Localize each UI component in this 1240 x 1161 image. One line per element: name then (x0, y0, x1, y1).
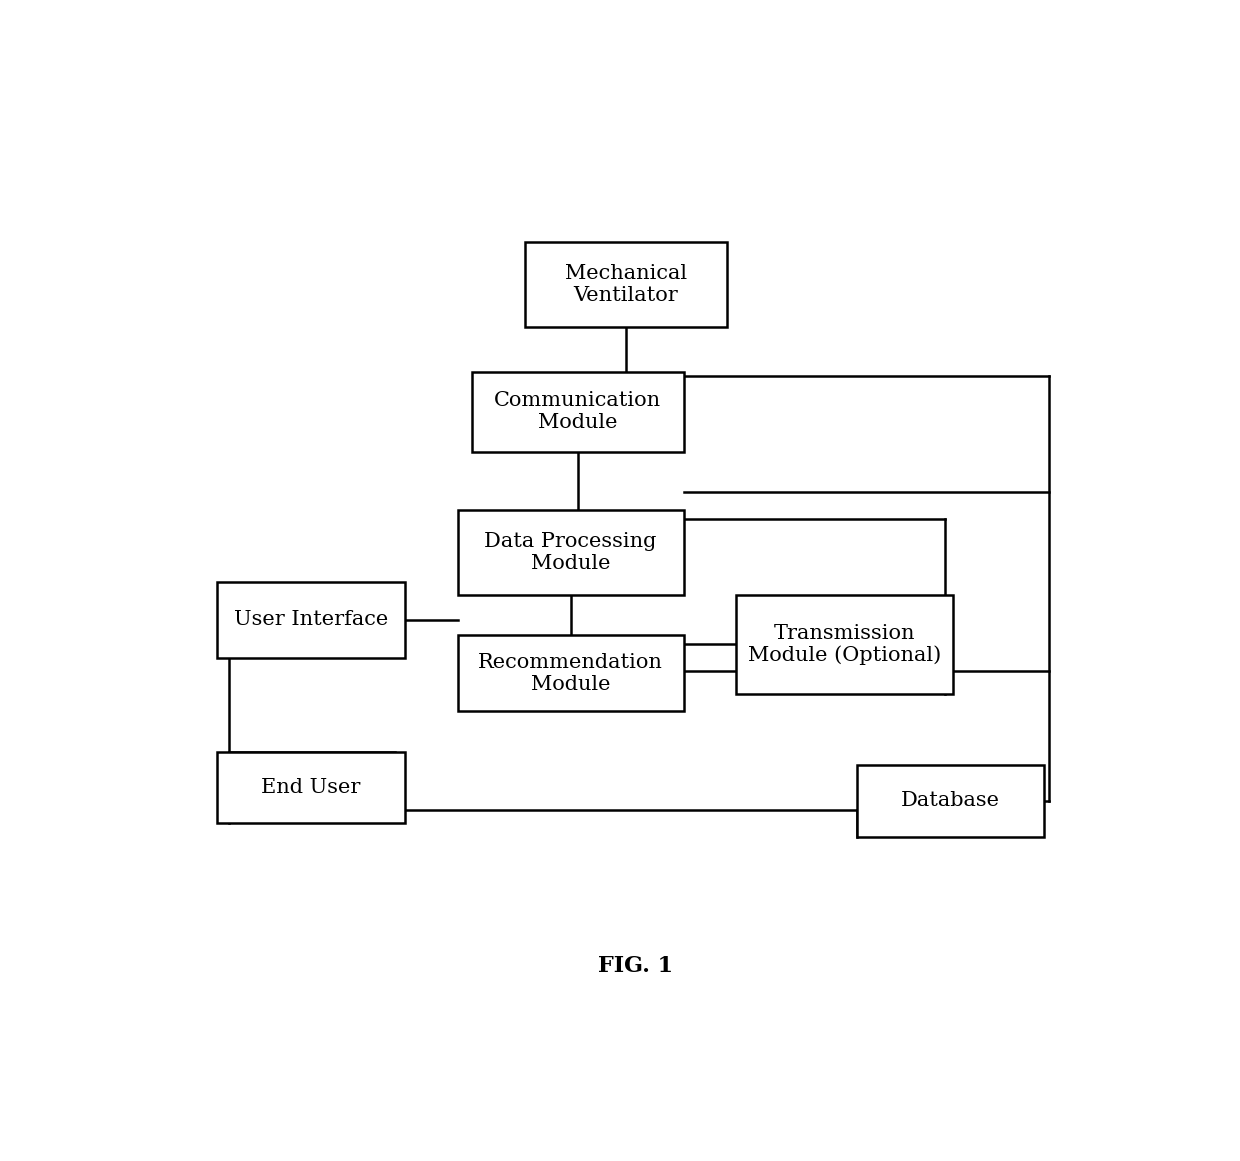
Text: End User: End User (262, 778, 361, 796)
FancyBboxPatch shape (217, 751, 404, 823)
Text: User Interface: User Interface (234, 611, 388, 629)
FancyBboxPatch shape (458, 511, 683, 596)
FancyBboxPatch shape (857, 765, 1044, 837)
Text: Communication
Module: Communication Module (495, 391, 661, 433)
FancyBboxPatch shape (472, 372, 683, 452)
Text: FIG. 1: FIG. 1 (598, 956, 673, 978)
Text: Database: Database (900, 792, 999, 810)
Text: Transmission
Module (Optional): Transmission Module (Optional) (748, 623, 941, 665)
FancyBboxPatch shape (217, 582, 404, 658)
Text: Mechanical
Ventilator: Mechanical Ventilator (565, 264, 687, 305)
FancyBboxPatch shape (737, 596, 952, 693)
Text: Recommendation
Module: Recommendation Module (479, 652, 663, 694)
Text: Data Processing
Module: Data Processing Module (485, 532, 657, 574)
FancyBboxPatch shape (458, 635, 683, 712)
FancyBboxPatch shape (525, 243, 727, 327)
